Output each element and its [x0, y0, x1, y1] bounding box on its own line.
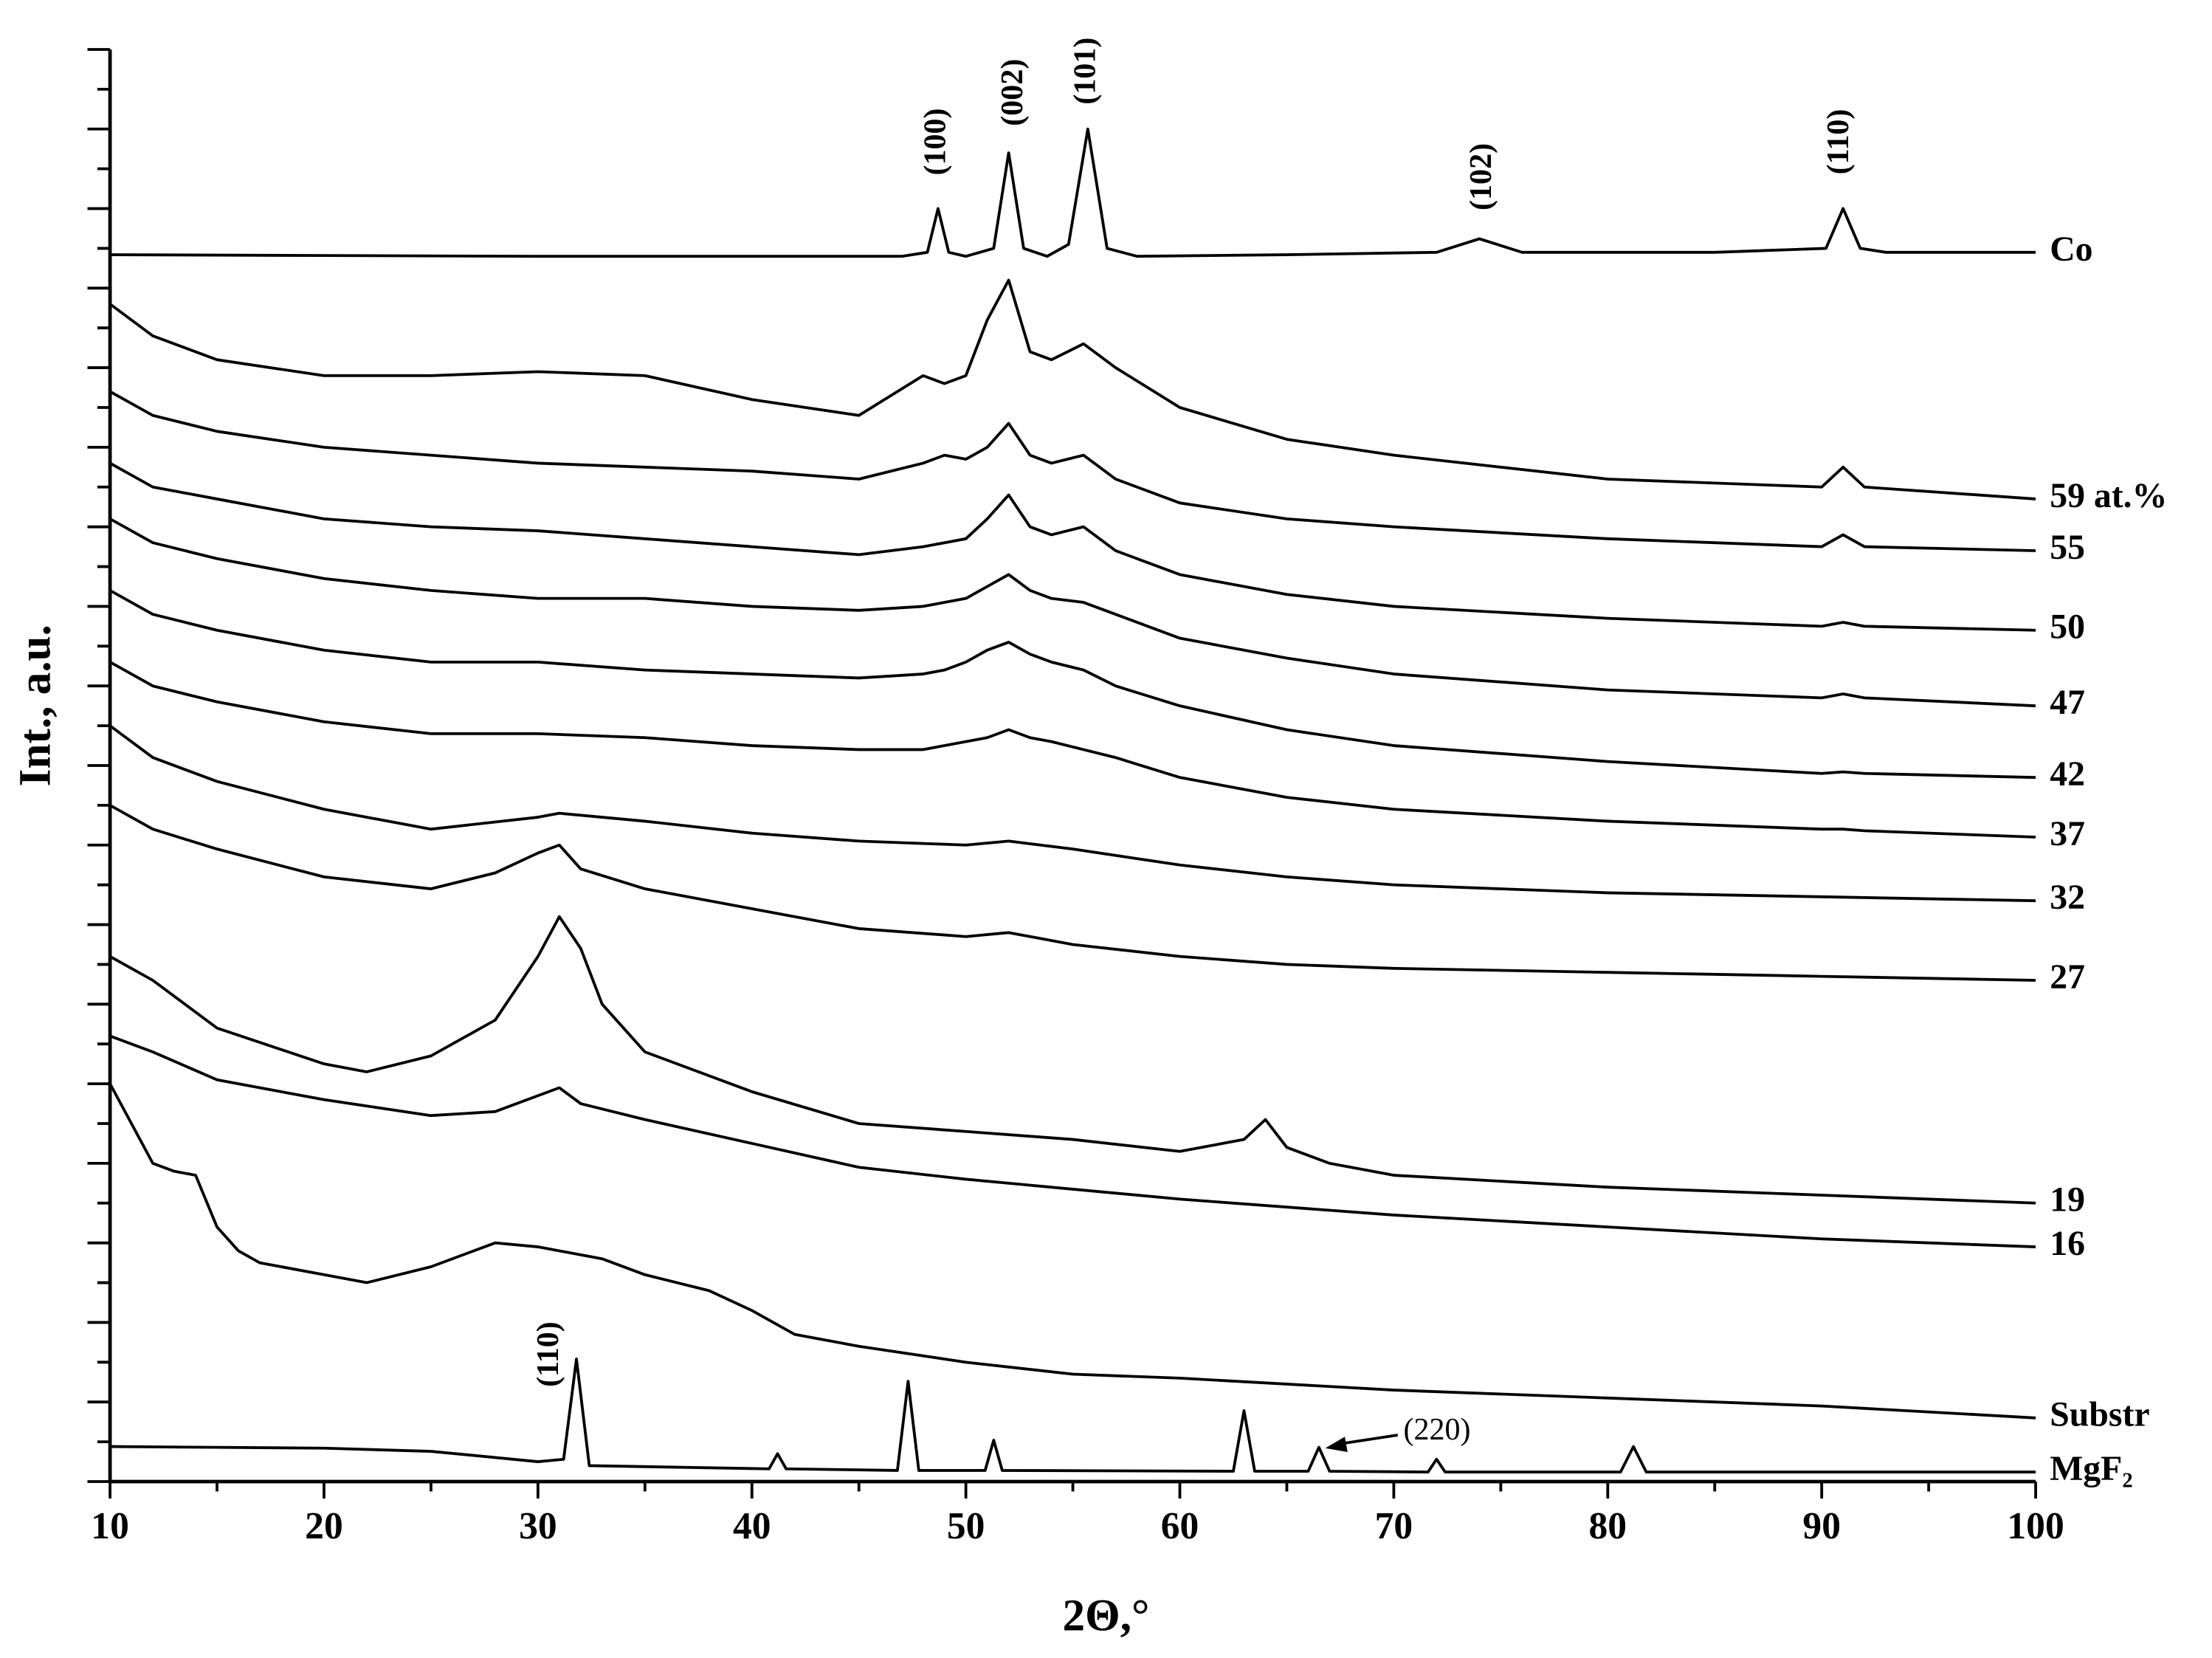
series-label: 42	[2050, 754, 2085, 794]
x-tick-label: 50	[947, 1505, 985, 1547]
pattern-line	[109, 804, 2036, 982]
series-label: 50	[2050, 608, 2085, 647]
y-axis-label: Int., a.u.	[10, 625, 61, 786]
x-tick-label: 40	[733, 1505, 771, 1547]
x-tick-label: 20	[305, 1505, 343, 1547]
peak-label: (100)	[919, 108, 953, 175]
peak-label: (220)	[1403, 1413, 1470, 1447]
pattern-line	[108, 278, 2036, 501]
peak-label: (110)	[531, 1321, 565, 1387]
series-label: 16	[2050, 1224, 2085, 1263]
series-label: 47	[2050, 683, 2085, 722]
series-label: 32	[2050, 878, 2085, 917]
pattern-line	[110, 127, 2036, 258]
series-label: 19	[2050, 1180, 2085, 1220]
x-tick-label: 70	[1375, 1505, 1413, 1547]
x-tick-label: 10	[91, 1505, 129, 1547]
x-tick-label: 80	[1589, 1505, 1627, 1547]
peak-label: (002)	[996, 59, 1030, 126]
pattern-line	[109, 517, 2036, 708]
pattern-line	[109, 589, 2036, 780]
annotation-arrow	[1339, 1434, 1399, 1445]
series-label: Substr	[2050, 1395, 2149, 1434]
pattern-line	[109, 661, 2036, 839]
x-tick-label: 60	[1161, 1505, 1199, 1547]
pattern-line	[108, 1083, 2036, 1420]
x-axis-label: 2Θ,°	[1063, 1590, 1150, 1640]
peak-label: (101)	[1069, 38, 1103, 105]
peak-label: (110)	[1822, 109, 1856, 175]
pattern-line	[109, 461, 2036, 632]
series-label: 37	[2050, 814, 2085, 853]
pattern-line	[109, 915, 2036, 1205]
x-tick-label: 30	[519, 1505, 557, 1547]
pattern-line	[109, 390, 2036, 552]
series-label: Co	[2050, 230, 2092, 269]
series-label: MgF₂	[2050, 1449, 2132, 1488]
peak-label: (102)	[1464, 143, 1498, 210]
arrow-head	[1325, 1437, 1348, 1452]
x-tick-label: 90	[1802, 1505, 1841, 1547]
pattern-line	[108, 724, 2036, 903]
pattern-line	[110, 1358, 2036, 1473]
series-label: 55	[2050, 528, 2085, 567]
series-label: 27	[2050, 957, 2085, 997]
pattern-line	[109, 1034, 2036, 1248]
series-label: 59 at.%	[2050, 476, 2167, 515]
x-tick-label: 100	[2007, 1505, 2064, 1547]
